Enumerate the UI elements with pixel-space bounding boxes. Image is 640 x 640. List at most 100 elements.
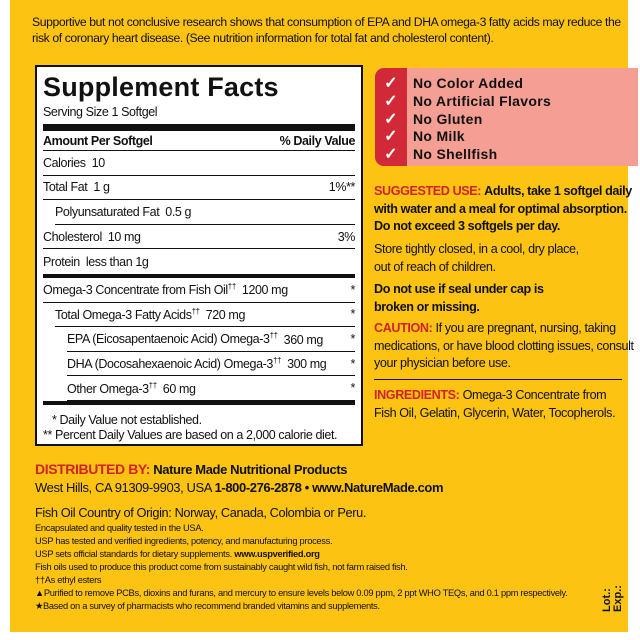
daily-value: 1%** — [328, 180, 356, 195]
check-icon: ✓ — [384, 75, 398, 92]
note: Encapsulated and quality tested in the U… — [35, 523, 204, 533]
facts-row: Polyunsaturated Fat 0.5 g — [55, 200, 355, 225]
badge-label: No Milk — [413, 128, 465, 145]
nutrient-amount: less than 1g — [85, 254, 149, 269]
health-claim: Supportive but not conclusive research s… — [32, 15, 621, 45]
suggested-use-label: SUGGESTED USE: — [374, 184, 482, 198]
facts-row: EPA (Eicosapentaenoic Acid) Omega-3†† 360… — [67, 327, 355, 352]
distributor-name: Nature Made Nutritional Products — [153, 462, 348, 477]
badge-label: No Shellfish — [413, 146, 498, 163]
badge-item: ✓ No Milk — [375, 127, 465, 145]
usp-link[interactable]: www.uspverified.org — [234, 549, 320, 559]
check-icon: ✓ — [384, 110, 398, 128]
badge-item: ✓ No Shellfish — [375, 145, 498, 163]
badge-item: ✓ No Artificial Flavors — [375, 92, 551, 110]
facts-row: Total Omega-3 Fatty Acids†† 720 mg * — [55, 303, 355, 328]
label-panel: Supportive but not conclusive research s… — [10, 0, 638, 632]
facts-row: Calories 10 — [43, 151, 355, 176]
nutrient-amount: 720 mg — [205, 307, 246, 322]
footnote-mark: †† — [148, 380, 158, 390]
badge-label: No Color Added — [413, 75, 524, 91]
facts-row: Total Fat 1 g 1%** — [43, 176, 355, 201]
nutrient-amount: 0.5 g — [165, 204, 192, 219]
daily-value: * — [350, 356, 356, 371]
ingredients-label: INGREDIENTS: — [374, 388, 460, 402]
check-icon: ✓ — [384, 146, 398, 164]
badge-label: No Artificial Flavors — [413, 92, 552, 109]
nutrient-amount: 300 mg — [287, 357, 327, 372]
facts-row: Cholesterol 10 mg 3% — [43, 225, 355, 250]
country-of-origin: Fish Oil Country of Origin: Norway, Cana… — [35, 505, 366, 520]
nutrient-label: Polyunsaturated Fat — [55, 204, 160, 219]
nutrient: Cholesterol 10 mg — [43, 230, 141, 244]
footnote: ** Percent Daily Values are based on a 2… — [43, 427, 338, 442]
nutrient-label: Total Omega-3 Fatty Acids — [55, 307, 192, 322]
nutrient-label: Omega-3 Concentrate from Fish Oil — [43, 283, 228, 298]
suggested-use-text: Adults, take 1 softgel daily with water … — [374, 184, 632, 233]
ingredients: INGREDIENTS: Omega-3 Concentrate from Fi… — [374, 387, 624, 422]
caution-text: If you are pregnant, nursing, taking med… — [374, 321, 634, 370]
separator: • — [304, 479, 310, 495]
amount-header: Amount Per Softgel — [43, 133, 153, 148]
footnotes: * Daily Value not established. ** Percen… — [43, 413, 355, 443]
nutrient-amount: 1200 mg — [241, 283, 288, 298]
nutrient-amount: 1 g — [93, 180, 110, 195]
facts-row: DHA (Docosahexaenoic Acid) Omega-3†† 300 … — [67, 352, 355, 377]
lot-exp: Lot.: Exp.: — [601, 585, 624, 612]
note: ▲Purified to remove PCBs, dioxins and fu… — [35, 588, 568, 598]
usp-text: USP sets official standards for dietary … — [35, 549, 232, 559]
footnote-mark: †† — [269, 331, 279, 341]
footnote-mark: †† — [227, 282, 237, 292]
facts-row: Protein less than 1g — [43, 249, 355, 274]
facts-row: Omega-3 Concentrate from Fish Oil†† 1200 … — [43, 278, 355, 303]
dv-header: % Daily Value — [279, 133, 356, 148]
nutrient: DHA (Docosahexaenoic Acid) Omega-3†† 300 … — [67, 355, 327, 372]
distributor: DISTRIBUTED BY: Nature Made Nutritional … — [35, 461, 444, 496]
badge-item: ✓ No Color Added — [375, 74, 523, 92]
nutrient: EPA (Eicosapentaenoic Acid) Omega-3†† 360… — [67, 331, 323, 346]
daily-value: * — [350, 331, 356, 346]
exp-label: Exp.: — [612, 585, 624, 612]
badge-label: No Gluten — [413, 110, 483, 127]
daily-value: * — [350, 282, 356, 297]
nutrient: Omega-3 Concentrate from Fish Oil†† 1200 … — [43, 282, 288, 297]
nutrient-amount: 10 — [91, 155, 106, 170]
caution-label: CAUTION: — [374, 321, 433, 335]
usp-note: USP sets official standards for dietary … — [35, 548, 320, 561]
distributor-address: West Hills, CA 91309-9903, USA — [35, 479, 212, 495]
footnote-mark: †† — [272, 355, 282, 365]
note: ★Based on a survey of pharmacists who re… — [35, 601, 380, 611]
nutrient-label: Total Fat — [43, 180, 88, 195]
ingredients-text: Omega-3 Concentrate from Fish Oil, Gelat… — [374, 388, 616, 420]
note: ††As ethyl esters — [35, 575, 102, 585]
footnote-mark: †† — [191, 306, 201, 316]
website-link[interactable]: www.NatureMade.com — [312, 479, 444, 495]
nutrient-amount: 60 mg — [162, 381, 196, 396]
caution: CAUTION: If you are pregnant, nursing, t… — [374, 320, 634, 373]
nutrient: Total Omega-3 Fatty Acids†† 720 mg — [55, 307, 245, 322]
nutrient-label: Calories — [43, 155, 86, 170]
note: USP has tested and verified ingredients,… — [35, 536, 333, 546]
serving-size: Serving Size 1 Softgel — [43, 105, 158, 119]
supplement-facts-panel: Supplement Facts Serving Size 1 Softgel … — [35, 65, 363, 446]
facts-title: Supplement Facts — [43, 72, 279, 102]
check-icon: ✓ — [384, 128, 398, 146]
nutrient-label: Other Omega-3 — [67, 381, 149, 396]
daily-value: * — [350, 381, 356, 396]
nutrient-amount: 10 mg — [107, 229, 141, 244]
nutrient-label: Cholesterol — [43, 229, 102, 244]
nutrient-label: Protein — [43, 254, 80, 269]
nutrient-label: EPA (Eicosapentaenoic Acid) Omega-3 — [67, 332, 270, 347]
footnote: * Daily Value not established. — [52, 412, 202, 427]
divider — [374, 379, 622, 380]
suggested-use: SUGGESTED USE: Adults, take 1 softgel da… — [374, 183, 634, 236]
nutrient: Other Omega-3†† 60 mg — [67, 381, 196, 396]
nutrient-amount: 360 mg — [283, 332, 324, 347]
storage-text: Store tightly closed, in a cool, dry pla… — [374, 242, 579, 274]
facts-row: Other Omega-3†† 60 mg * — [67, 376, 355, 401]
note: Fish oils used to produce this product c… — [35, 562, 408, 572]
distributor-label: DISTRIBUTED BY: — [35, 461, 151, 477]
phone-number: 1-800-276-2878 — [214, 479, 302, 495]
seal-warning: Do not use if seal under cap is broken o… — [374, 282, 544, 314]
daily-value: * — [350, 307, 356, 322]
